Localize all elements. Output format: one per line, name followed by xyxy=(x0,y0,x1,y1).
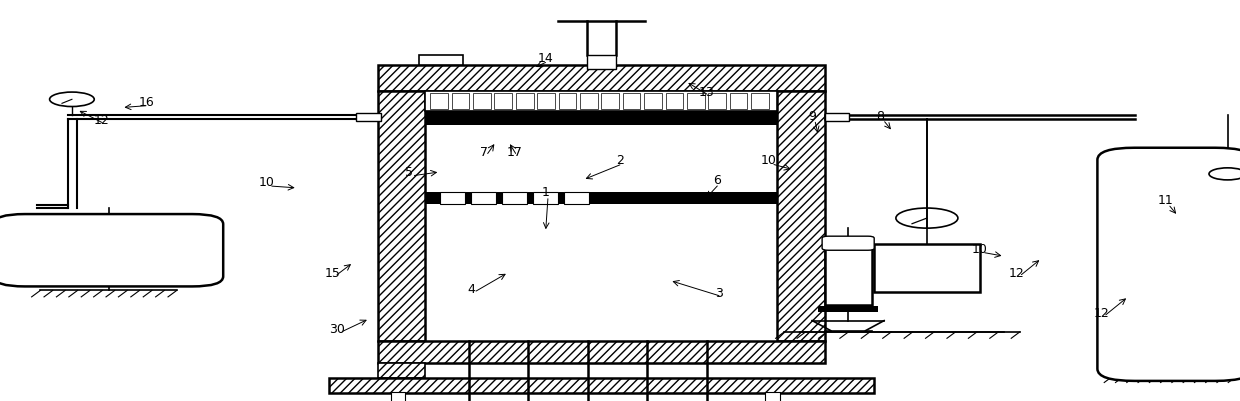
Text: 11: 11 xyxy=(1158,194,1173,207)
Bar xyxy=(587,56,616,70)
Bar xyxy=(825,241,872,305)
FancyBboxPatch shape xyxy=(0,215,223,287)
Bar xyxy=(558,94,577,110)
Bar xyxy=(378,363,425,378)
Text: 7: 7 xyxy=(480,146,487,159)
Text: 3: 3 xyxy=(715,286,723,299)
Text: 12: 12 xyxy=(1009,266,1024,279)
Text: 16: 16 xyxy=(139,96,154,109)
Bar xyxy=(378,363,425,378)
Text: 1: 1 xyxy=(542,186,549,199)
Bar xyxy=(419,56,463,66)
Bar xyxy=(329,378,874,393)
Bar xyxy=(440,193,465,204)
Text: 30: 30 xyxy=(330,322,345,335)
Bar xyxy=(729,94,748,110)
Bar xyxy=(874,245,980,293)
Bar xyxy=(391,392,405,401)
Text: 4: 4 xyxy=(467,282,475,295)
Bar xyxy=(666,94,683,110)
Bar xyxy=(537,94,554,110)
Bar xyxy=(645,94,662,110)
Bar xyxy=(564,193,589,204)
Bar xyxy=(471,193,496,204)
Bar xyxy=(378,92,425,341)
Bar xyxy=(818,306,878,312)
Bar xyxy=(516,94,533,110)
Bar xyxy=(580,94,598,110)
Text: 10: 10 xyxy=(972,242,987,255)
Bar xyxy=(622,94,640,110)
Bar xyxy=(425,192,777,205)
FancyBboxPatch shape xyxy=(1097,148,1240,381)
Bar xyxy=(425,92,777,111)
Bar xyxy=(378,341,825,363)
Bar xyxy=(777,92,825,341)
Text: 10: 10 xyxy=(259,176,274,189)
Bar xyxy=(825,114,849,122)
Bar xyxy=(765,392,780,401)
Text: 10: 10 xyxy=(761,154,776,167)
Bar xyxy=(502,193,527,204)
Bar xyxy=(708,94,725,110)
Text: 6: 6 xyxy=(713,174,720,187)
Bar xyxy=(356,114,381,122)
Bar xyxy=(777,92,825,341)
Bar xyxy=(378,66,825,92)
Bar xyxy=(329,378,874,393)
Text: 2: 2 xyxy=(616,154,624,167)
Bar xyxy=(601,94,619,110)
Bar xyxy=(378,341,825,363)
Text: 17: 17 xyxy=(507,146,522,159)
Bar xyxy=(451,94,469,110)
Bar xyxy=(430,94,448,110)
FancyBboxPatch shape xyxy=(822,237,874,251)
Bar xyxy=(495,94,512,110)
Text: 13: 13 xyxy=(699,86,714,99)
Bar xyxy=(378,92,425,341)
Text: 12: 12 xyxy=(94,114,109,127)
Bar xyxy=(533,193,558,204)
Text: 5: 5 xyxy=(405,166,413,179)
Bar xyxy=(751,94,769,110)
Bar xyxy=(378,66,825,92)
Text: 12: 12 xyxy=(1094,306,1109,319)
Text: 15: 15 xyxy=(325,266,340,279)
Bar xyxy=(687,94,704,110)
Text: 14: 14 xyxy=(538,52,553,65)
Text: 9: 9 xyxy=(808,110,816,123)
Bar xyxy=(425,111,777,126)
Bar xyxy=(472,94,491,110)
Text: 8: 8 xyxy=(877,110,884,123)
